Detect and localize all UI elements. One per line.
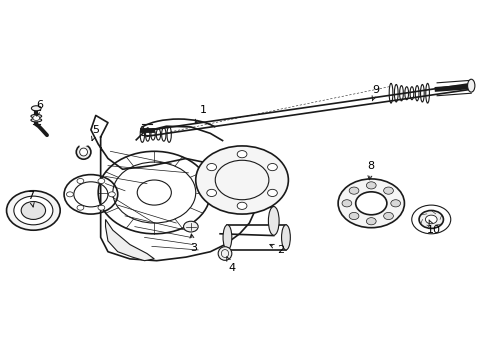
Circle shape xyxy=(337,179,404,228)
Circle shape xyxy=(341,200,351,207)
Ellipse shape xyxy=(223,225,231,250)
Circle shape xyxy=(390,200,400,207)
Circle shape xyxy=(355,192,386,215)
Circle shape xyxy=(206,189,216,197)
Text: 7: 7 xyxy=(27,191,35,207)
Circle shape xyxy=(366,182,375,189)
Circle shape xyxy=(195,146,288,214)
Circle shape xyxy=(418,211,443,228)
Circle shape xyxy=(21,202,45,220)
Circle shape xyxy=(348,187,358,194)
Ellipse shape xyxy=(31,106,41,111)
Text: 10: 10 xyxy=(426,220,440,235)
Circle shape xyxy=(33,116,40,121)
Circle shape xyxy=(108,192,115,197)
Circle shape xyxy=(183,221,198,232)
Circle shape xyxy=(383,212,392,220)
Ellipse shape xyxy=(281,225,290,250)
Circle shape xyxy=(98,205,104,210)
Circle shape xyxy=(66,192,73,197)
Ellipse shape xyxy=(467,79,474,92)
Circle shape xyxy=(348,212,358,220)
Polygon shape xyxy=(105,220,154,261)
Circle shape xyxy=(98,179,104,184)
Circle shape xyxy=(14,196,53,225)
Text: 8: 8 xyxy=(367,161,374,180)
Circle shape xyxy=(206,163,216,171)
Circle shape xyxy=(237,202,246,210)
Text: 5: 5 xyxy=(91,125,99,141)
Circle shape xyxy=(77,205,83,210)
Circle shape xyxy=(383,187,392,194)
Text: 9: 9 xyxy=(371,85,379,101)
Ellipse shape xyxy=(268,207,279,235)
Ellipse shape xyxy=(80,148,87,156)
Ellipse shape xyxy=(31,118,41,122)
Circle shape xyxy=(425,215,436,224)
Text: 3: 3 xyxy=(189,234,196,253)
Text: 6: 6 xyxy=(36,100,43,116)
Ellipse shape xyxy=(218,247,231,260)
Circle shape xyxy=(237,150,246,158)
Ellipse shape xyxy=(31,114,41,118)
Circle shape xyxy=(267,163,277,171)
Text: 1: 1 xyxy=(195,105,206,123)
Ellipse shape xyxy=(76,145,91,159)
Circle shape xyxy=(6,191,60,230)
Circle shape xyxy=(77,179,83,184)
Text: 4: 4 xyxy=(226,257,235,273)
Circle shape xyxy=(267,189,277,197)
Circle shape xyxy=(366,218,375,225)
Text: 2: 2 xyxy=(269,244,284,255)
